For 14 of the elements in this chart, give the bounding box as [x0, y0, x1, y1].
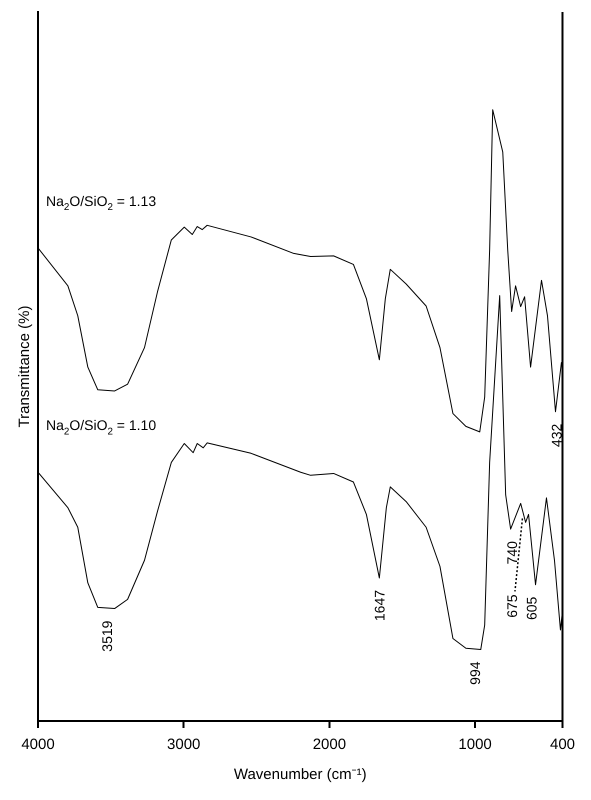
x-tick-label: 400 [550, 736, 575, 754]
x-axis-title: Wavenumber (cm⁻¹) [234, 766, 367, 784]
annotation: 432 [548, 424, 565, 448]
annotation: 994 [466, 661, 483, 685]
annotation: 3519 [98, 620, 115, 652]
y-axis-title: Transmittance (%) [16, 306, 34, 428]
annotation: 675 [504, 594, 520, 618]
x-tick-label: 3000 [167, 736, 200, 754]
x-tick-label: 1000 [458, 736, 492, 754]
x-tick-label: 2000 [312, 736, 346, 754]
annotation: 740 [504, 540, 520, 564]
x-tick-label: 4000 [21, 736, 55, 754]
annotation: 605 [523, 596, 540, 620]
annotation: 1647 [372, 590, 388, 622]
